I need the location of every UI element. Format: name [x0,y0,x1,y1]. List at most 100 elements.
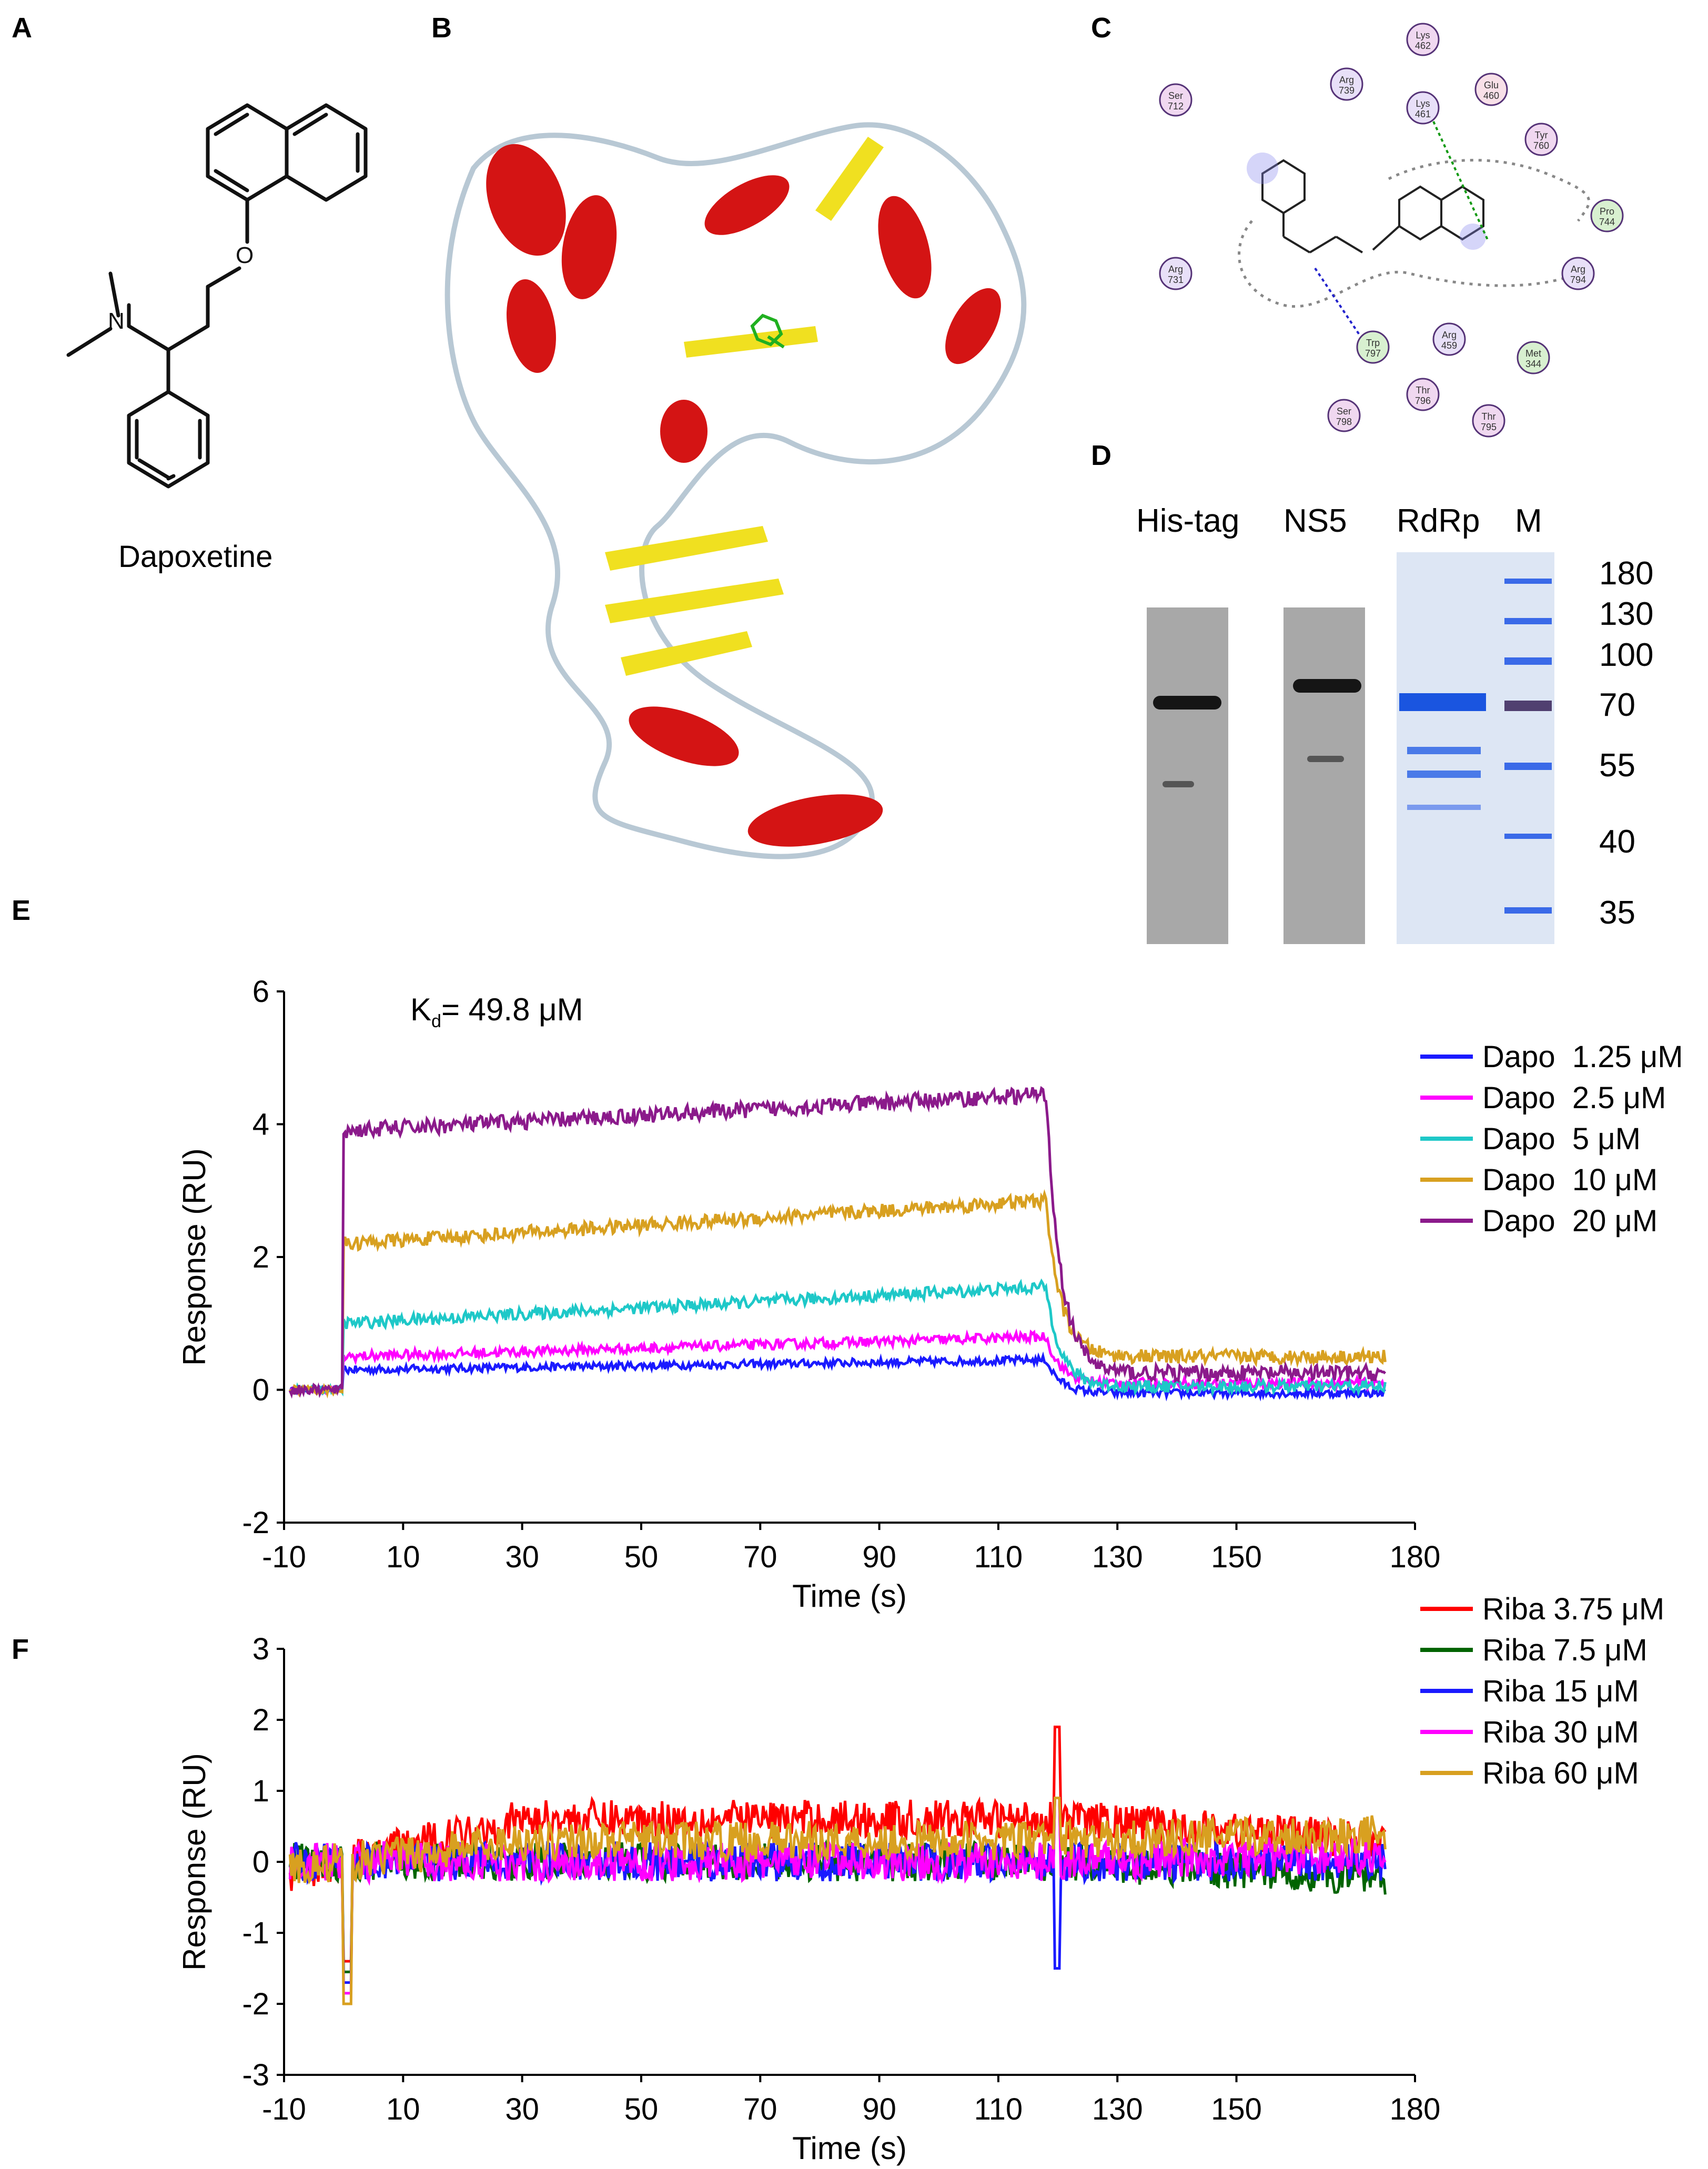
x-tick-label: 110 [974,2092,1023,2126]
legend-swatch [1420,1219,1473,1223]
x-tick-label: -10 [262,2092,306,2126]
legend-item-3: Dapo 10 μM [1420,1159,1683,1200]
lane-label-ns5: NS5 [1283,503,1347,539]
y-tick-label: -1 [242,1916,269,1950]
band-marker-40 [1504,834,1552,839]
legend-label: Riba 7.5 μM [1482,1633,1648,1667]
y-tick-label: -3 [242,2058,269,2092]
legend-swatch [1420,1771,1473,1775]
x-tick-label: 110 [974,1540,1023,1574]
band-rdrp-sub3 [1407,805,1481,810]
legend-label: Riba 3.75 μM [1482,1592,1665,1626]
legend-swatch [1420,1730,1473,1734]
band-his-tag-70 [1153,696,1221,710]
marker-180: 180 [1599,555,1654,592]
y-tick-label: 2 [252,1703,269,1737]
y-tick-label: 0 [252,1373,269,1407]
x-axis-label: Time (s) [792,1578,907,1614]
kd-value: = 49.8 μM [441,992,583,1027]
band-rdrp-main [1399,693,1486,711]
x-tick-label: 10 [386,1540,420,1574]
legend-label: Dapo 20 μM [1482,1203,1658,1238]
legend-swatch [1420,1055,1473,1059]
x-tick-label: 130 [1092,2092,1143,2126]
x-tick-label: 90 [862,1540,896,1574]
x-tick-label: 30 [505,1540,539,1574]
y-tick-label: 6 [252,975,269,1009]
x-tick-label: 180 [1390,1540,1441,1574]
legend-f: Riba 3.75 μM Riba 7.5 μM Riba 15 μM Riba 30… [1420,1588,1664,1793]
legend-e: Dapo 1.25 μM Dapo 2.5 μM Dapo 5 μM Dapo 10 … [1420,1036,1683,1241]
legend-label: Dapo 5 μM [1482,1121,1641,1156]
lane-label-his-tag: His-tag [1136,503,1240,539]
series-line-3 [288,1797,1387,1995]
marker-35: 35 [1599,895,1635,931]
y-tick-label: 0 [252,1845,269,1879]
panel-label-a: A [12,12,32,44]
series-line-0 [288,1351,1386,1402]
legend-item-2: Dapo 5 μM [1420,1118,1683,1159]
band-ns5-55 [1307,756,1344,762]
series-line-2 [289,1278,1387,1397]
y-tick-label: 1 [252,1774,269,1808]
kd-annotation: Kd= 49.8 μM [410,991,583,1032]
y-tick-label: -2 [242,1987,269,2021]
y-tick-label: -2 [242,1506,269,1540]
legend-swatch [1420,1607,1473,1611]
legend-label: Dapo 2.5 μM [1482,1080,1666,1115]
panel-label-c: C [1091,12,1111,44]
panel-label-d: D [1091,440,1111,471]
x-axis-label: Time (s) [792,2131,907,2166]
band-marker-130 [1504,618,1552,624]
legend-swatch [1420,1689,1473,1693]
coomassie-gel [1397,552,1554,944]
kd-symbol: K [410,992,432,1027]
band-rdrp-sub2 [1407,771,1481,778]
legend-item-0: Dapo 1.25 μM [1420,1036,1683,1077]
x-tick-label: 30 [505,2092,539,2126]
legend-swatch [1420,1096,1473,1100]
lane-label-rdrp: RdRp [1397,503,1480,539]
compound-name: Dapoxetine [118,540,273,574]
x-tick-label: -10 [262,1540,306,1574]
x-tick-label: 70 [743,1540,777,1574]
band-his-tag-55 [1163,781,1194,787]
x-tick-label: 150 [1211,2092,1262,2126]
x-tick-label: 10 [386,2092,420,2126]
x-tick-label: 180 [1390,2092,1441,2126]
band-marker-55 [1504,763,1552,770]
legend-item-2: Riba 15 μM [1420,1670,1664,1711]
legend-item-0: Riba 3.75 μM [1420,1588,1664,1629]
band-marker-100 [1504,657,1552,665]
legend-label: Riba 60 μM [1482,1756,1639,1790]
y-tick-label: 4 [252,1108,269,1142]
y-axis-label: Response (RU) [177,1148,212,1365]
marker-100: 100 [1599,637,1654,673]
legend-item-4: Riba 60 μM [1420,1752,1664,1793]
x-tick-label: 90 [862,2092,896,2126]
panel-label-e: E [12,895,31,926]
series-line-3 [288,1189,1387,1399]
legend-item-3: Riba 30 μM [1420,1711,1664,1752]
legend-swatch [1420,1648,1473,1652]
x-tick-label: 130 [1092,1540,1143,1574]
series-line-4 [288,1797,1387,2005]
marker-55: 55 [1599,747,1635,784]
x-tick-label: 70 [743,2092,777,2126]
legend-item-1: Riba 7.5 μM [1420,1629,1664,1670]
band-ns5-70 [1293,679,1361,693]
y-tick-label: 2 [252,1240,269,1274]
lane-label-m: M [1515,503,1542,539]
band-marker-35 [1504,907,1552,914]
x-tick-label: 50 [624,2092,659,2126]
x-tick-label: 150 [1211,1540,1262,1574]
x-tick-label: 50 [624,1540,659,1574]
band-marker-70 [1504,701,1552,711]
legend-label: Dapo 10 μM [1482,1162,1658,1197]
band-marker-180 [1504,579,1552,584]
panel-label-b: B [431,12,452,44]
series-line-4 [288,1086,1387,1399]
legend-label: Dapo 1.25 μM [1482,1039,1683,1074]
legend-item-1: Dapo 2.5 μM [1420,1077,1683,1118]
